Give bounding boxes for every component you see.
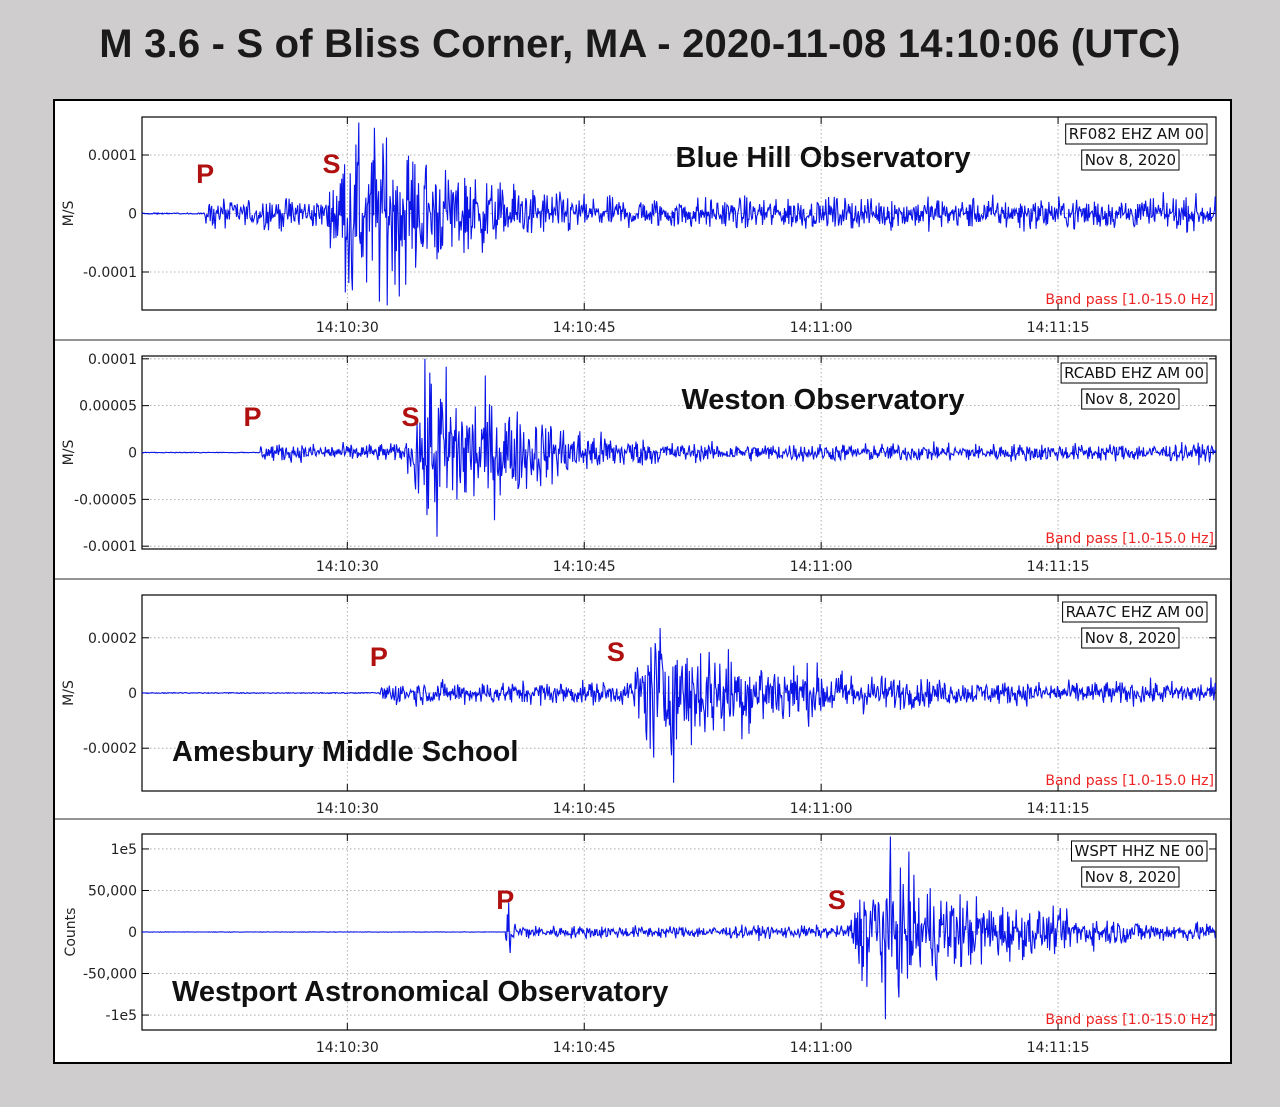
station-name: Amesbury Middle School [172,736,518,768]
channel-label: RAA7C EHZ AM 00 [1066,603,1204,621]
y-tick-label: -50,000 [83,967,137,983]
waveform-trace [142,836,1216,1020]
channel-label: RF082 EHZ AM 00 [1069,125,1204,143]
x-tick-label: 14:11:00 [790,320,853,336]
y-tick-label: -0.00005 [74,492,137,508]
date-box [1081,149,1180,171]
filter-label: Band pass [1.0-15.0 Hz] [1045,292,1214,308]
channel-box [1065,123,1208,145]
channel-box [1062,601,1208,623]
phase-marker-p: P [196,159,214,189]
seismogram-panel-3: 14:10:30 14:10:45 14:11:00 14:11:15 0.0002 0 -… [55,594,1230,820]
channel-label: RCABD EHZ AM 00 [1064,364,1204,382]
phase-marker-s: S [323,149,341,179]
y-tick-label: 0 [128,925,137,941]
filter-label: Band pass [1.0-15.0 Hz] [1045,773,1214,789]
x-tick-label: 14:11:15 [1027,801,1090,817]
y-tick-label: 0.0001 [88,148,137,164]
x-tick-label: 14:10:45 [553,320,616,336]
y-tick-label: -0.0001 [83,265,137,281]
x-tick-label: 14:10:30 [316,1040,379,1056]
phase-marker-p: P [496,885,514,915]
y-tick-label: -0.0001 [83,539,137,555]
phase-marker-p: P [244,402,262,432]
y-tick-label: 0 [128,446,137,462]
waveform-trace [142,122,1216,306]
date-box [1081,388,1180,410]
waveform-trace [142,628,1216,783]
y-tick-label: 0.0002 [88,631,137,647]
x-tick-label: 14:10:30 [316,320,379,336]
seismogram-figure: 14:10:30 14:10:45 14:11:00 14:11:15 0.0001 0 -… [53,99,1232,1064]
y-tick-label: 0.0001 [88,352,137,368]
y-axis-label: Counts [63,908,79,957]
station-name: Weston Observatory [681,384,964,416]
y-axis-label: M/S [61,440,77,466]
channel-box [1071,840,1208,862]
x-tick-label: 14:11:00 [790,801,853,817]
y-tick-label: 1e5 [111,842,137,858]
x-tick-label: 14:11:15 [1027,320,1090,336]
x-tick-label: 14:11:00 [790,1040,853,1056]
station-name: Blue Hill Observatory [676,142,971,174]
x-tick-label: 14:10:30 [316,559,379,575]
date-label: Nov 8, 2020 [1085,629,1176,647]
station-name: Westport Astronomical Observatory [172,976,668,1008]
seismogram-svg: 14:10:30 14:10:45 14:11:00 14:11:15 0.0001 0 -… [55,116,1230,1056]
x-tick-label: 14:10:45 [553,559,616,575]
waveform-trace [142,358,1216,537]
y-tick-label: 0 [128,686,137,702]
channel-label: WSPT HHZ NE 00 [1075,842,1205,860]
channel-box [1060,362,1208,384]
date-box [1081,866,1180,888]
x-tick-label: 14:11:00 [790,559,853,575]
y-axis-label: M/S [61,680,77,706]
page-title: M 3.6 - S of Bliss Corner, MA - 2020-11-… [99,22,1181,66]
y-axis-label: M/S [61,201,77,227]
date-label: Nov 8, 2020 [1085,390,1176,408]
y-tick-label: -0.0002 [83,741,137,757]
seismogram-panel-1: 14:10:30 14:10:45 14:11:00 14:11:15 0.0001 0 -… [55,116,1230,341]
x-tick-label: 14:10:45 [553,801,616,817]
y-tick-label: 50,000 [88,883,137,899]
x-tick-label: 14:11:15 [1027,559,1090,575]
y-tick-label: 0.00005 [79,399,137,415]
filter-label: Band pass [1.0-15.0 Hz] [1045,1012,1214,1028]
phase-marker-p: P [370,642,388,672]
phase-marker-s: S [401,402,419,432]
seismogram-panel-4: 14:10:30 14:10:45 14:11:00 14:11:15 1e5 50,00… [63,833,1217,1056]
date-box [1081,627,1180,649]
y-tick-label: 0 [128,207,137,223]
date-label: Nov 8, 2020 [1085,151,1176,169]
x-tick-label: 14:11:15 [1027,1040,1090,1056]
phase-marker-s: S [828,885,846,915]
x-tick-label: 14:10:45 [553,1040,616,1056]
filter-label: Band pass [1.0-15.0 Hz] [1045,531,1214,547]
date-label: Nov 8, 2020 [1085,868,1176,886]
seismogram-panel-2: 14:10:30 14:10:45 14:11:00 14:11:15 0.0001 0.… [55,352,1230,580]
y-tick-label: -1e5 [106,1008,137,1024]
phase-marker-s: S [607,637,625,667]
x-tick-label: 14:10:30 [316,801,379,817]
